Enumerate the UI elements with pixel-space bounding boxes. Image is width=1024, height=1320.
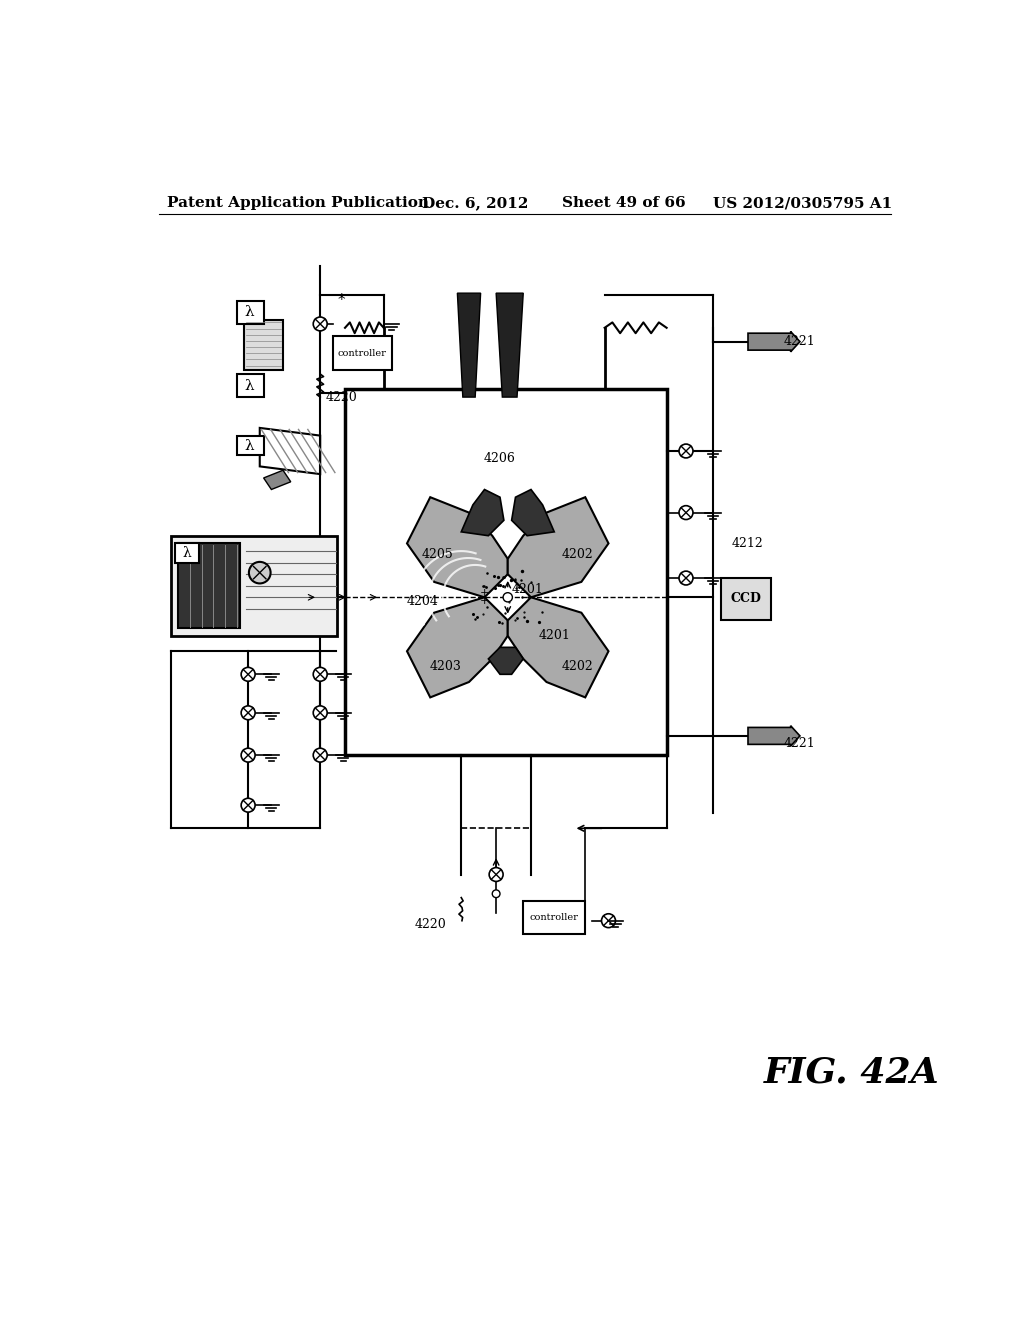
Circle shape: [249, 562, 270, 583]
Circle shape: [241, 668, 255, 681]
Polygon shape: [407, 597, 508, 697]
Polygon shape: [407, 498, 508, 597]
Text: λ: λ: [245, 305, 255, 319]
Text: CCD: CCD: [730, 593, 761, 606]
Bar: [237, 301, 263, 323]
Bar: [171, 536, 337, 636]
Text: Dec. 6, 2012: Dec. 6, 2012: [423, 197, 528, 210]
Circle shape: [493, 890, 500, 898]
Text: 4203: 4203: [430, 660, 462, 673]
Circle shape: [489, 867, 503, 882]
Text: λ: λ: [245, 379, 255, 392]
Text: 4206: 4206: [484, 453, 516, 465]
Text: λ: λ: [182, 545, 191, 560]
Bar: [334, 335, 391, 370]
Polygon shape: [512, 490, 554, 536]
Bar: [174, 544, 200, 562]
Polygon shape: [461, 490, 504, 536]
Circle shape: [679, 444, 693, 458]
Bar: [237, 436, 263, 455]
Polygon shape: [458, 293, 480, 397]
Circle shape: [313, 748, 328, 762]
Bar: [721, 578, 771, 620]
Text: 4212: 4212: [732, 537, 764, 550]
Bar: [345, 389, 667, 755]
Text: 4220: 4220: [326, 391, 357, 404]
FancyArrow shape: [748, 726, 800, 746]
Polygon shape: [508, 498, 608, 597]
Text: US 2012/0305795 A1: US 2012/0305795 A1: [713, 197, 892, 210]
Circle shape: [241, 748, 255, 762]
Circle shape: [679, 506, 693, 520]
Circle shape: [313, 317, 328, 331]
Text: *: *: [337, 293, 345, 309]
Circle shape: [241, 799, 255, 812]
Text: 4202: 4202: [561, 548, 593, 561]
Circle shape: [503, 593, 512, 602]
Bar: [245, 321, 283, 370]
FancyArrow shape: [748, 331, 800, 352]
Polygon shape: [496, 293, 523, 397]
Text: Sheet 49 of 66: Sheet 49 of 66: [562, 197, 686, 210]
Text: 4221: 4221: [784, 335, 816, 348]
Circle shape: [679, 572, 693, 585]
Text: 4202: 4202: [561, 660, 593, 673]
Text: controller: controller: [529, 913, 579, 923]
Text: +: +: [480, 589, 489, 598]
Text: 4204: 4204: [407, 594, 438, 607]
Bar: [237, 374, 263, 397]
Circle shape: [241, 706, 255, 719]
Circle shape: [313, 668, 328, 681]
Circle shape: [601, 913, 615, 928]
Text: 4201: 4201: [539, 630, 570, 643]
Polygon shape: [488, 647, 523, 675]
Circle shape: [313, 706, 328, 719]
Text: controller: controller: [338, 348, 386, 358]
Text: Patent Application Publication: Patent Application Publication: [167, 197, 429, 210]
Text: 4201: 4201: [511, 583, 543, 597]
Text: λ: λ: [245, 438, 255, 453]
Polygon shape: [263, 470, 291, 490]
Bar: [178, 544, 241, 628]
Bar: [523, 902, 586, 933]
Text: 4221: 4221: [784, 737, 816, 750]
Polygon shape: [508, 597, 608, 697]
Text: +: +: [480, 597, 489, 606]
Text: FIG. 42A: FIG. 42A: [764, 1056, 939, 1089]
Text: 4205: 4205: [422, 548, 454, 561]
Text: 4220: 4220: [415, 917, 446, 931]
